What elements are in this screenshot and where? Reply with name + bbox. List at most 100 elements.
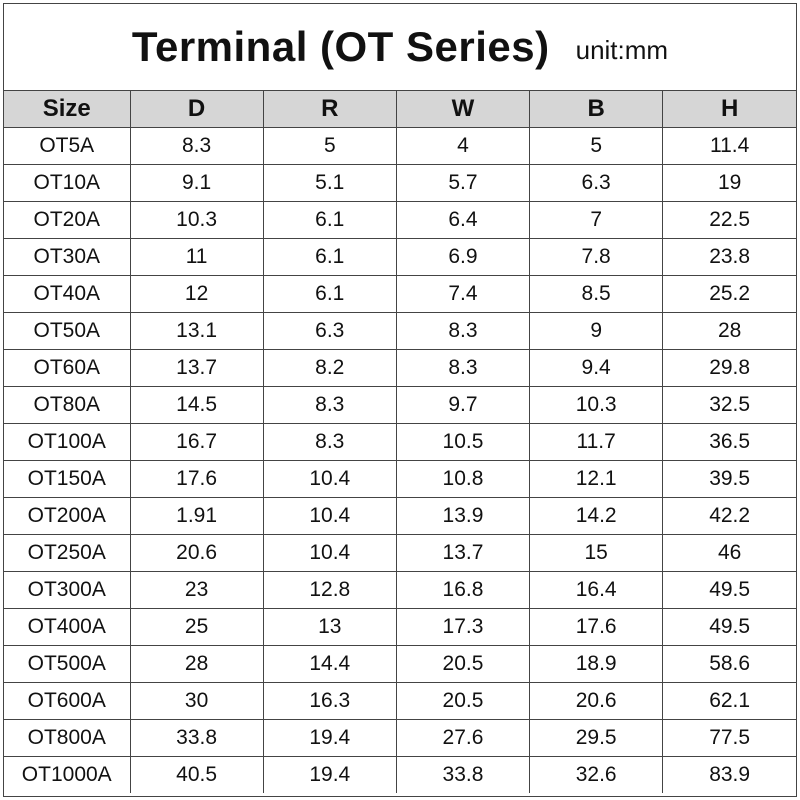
- size-cell: OT300A: [4, 571, 131, 609]
- value-cell-r: 19.4: [262, 756, 397, 793]
- value-cell-w: 6.9: [395, 238, 531, 276]
- value-cell-d: 16.7: [129, 423, 264, 461]
- value-cell-w: 17.3: [395, 608, 531, 646]
- value-cell-d: 30: [129, 682, 264, 720]
- table-row: OT5A 8.3 5 4 5 11.4: [4, 127, 796, 165]
- value-cell-w: 5.7: [395, 164, 531, 202]
- value-cell-h: 32.5: [662, 386, 796, 424]
- value-cell-r: 10.4: [262, 460, 397, 498]
- table-row: OT50A 13.1 6.3 8.3 9 28: [4, 312, 796, 350]
- value-cell-d: 13.1: [129, 312, 264, 350]
- size-cell: OT5A: [4, 127, 131, 165]
- value-cell-b: 16.4: [529, 571, 664, 609]
- value-cell-w: 8.3: [395, 312, 531, 350]
- unit-label: unit:mm: [575, 34, 669, 65]
- size-cell: OT200A: [4, 497, 131, 535]
- value-cell-d: 14.5: [129, 386, 264, 424]
- value-cell-h: 23.8: [662, 238, 796, 276]
- size-cell: OT40A: [4, 275, 131, 313]
- table-row: OT800A 33.8 19.4 27.6 29.5 77.5: [4, 719, 796, 757]
- value-cell-w: 9.7: [395, 386, 531, 424]
- value-cell-d: 1.91: [129, 497, 264, 535]
- value-cell-r: 19.4: [262, 719, 397, 757]
- value-cell-w: 7.4: [395, 275, 531, 313]
- value-cell-b: 7: [529, 201, 664, 239]
- value-cell-w: 16.8: [395, 571, 531, 609]
- value-cell-d: 25: [129, 608, 264, 646]
- value-cell-w: 27.6: [395, 719, 531, 757]
- value-cell-r: 6.1: [262, 275, 397, 313]
- title-bar: Terminal (OT Series) unit:mm: [4, 4, 796, 91]
- value-cell-h: 58.6: [662, 645, 796, 683]
- value-cell-r: 8.2: [262, 349, 397, 387]
- size-cell: OT30A: [4, 238, 131, 276]
- value-cell-b: 15: [529, 534, 664, 572]
- table-row: OT150A 17.6 10.4 10.8 12.1 39.5: [4, 460, 796, 498]
- value-cell-r: 6.1: [262, 238, 397, 276]
- value-cell-r: 16.3: [262, 682, 397, 720]
- size-cell: OT250A: [4, 534, 131, 572]
- table-row: OT40A 12 6.1 7.4 8.5 25.2: [4, 275, 796, 313]
- table-row: OT300A 23 12.8 16.8 16.4 49.5: [4, 571, 796, 609]
- column-header-r: R: [262, 91, 397, 128]
- value-cell-b: 9.4: [529, 349, 664, 387]
- value-cell-b: 11.7: [529, 423, 664, 461]
- table-row: OT600A 30 16.3 20.5 20.6 62.1: [4, 682, 796, 720]
- size-cell: OT600A: [4, 682, 131, 720]
- size-cell: OT100A: [4, 423, 131, 461]
- value-cell-h: 49.5: [662, 608, 796, 646]
- column-header-size: Size: [4, 91, 131, 128]
- table-row: OT60A 13.7 8.2 8.3 9.4 29.8: [4, 349, 796, 387]
- page-title: Terminal (OT Series): [131, 23, 550, 70]
- table-row: OT200A 1.91 10.4 13.9 14.2 42.2: [4, 497, 796, 535]
- value-cell-w: 13.9: [395, 497, 531, 535]
- value-cell-d: 23: [129, 571, 264, 609]
- column-header-b: B: [529, 91, 664, 128]
- value-cell-r: 12.8: [262, 571, 397, 609]
- value-cell-d: 33.8: [129, 719, 264, 757]
- table-row: OT30A 11 6.1 6.9 7.8 23.8: [4, 238, 796, 276]
- size-cell: OT10A: [4, 164, 131, 202]
- table-row: OT250A 20.6 10.4 13.7 15 46: [4, 534, 796, 572]
- value-cell-d: 28: [129, 645, 264, 683]
- size-cell: OT150A: [4, 460, 131, 498]
- size-cell: OT50A: [4, 312, 131, 350]
- column-header-h: H: [662, 91, 796, 128]
- size-cell: OT800A: [4, 719, 131, 757]
- value-cell-d: 10.3: [129, 201, 264, 239]
- value-cell-r: 13: [262, 608, 397, 646]
- value-cell-h: 29.8: [662, 349, 796, 387]
- value-cell-b: 9: [529, 312, 664, 350]
- value-cell-d: 11: [129, 238, 264, 276]
- value-cell-h: 46: [662, 534, 796, 572]
- value-cell-d: 13.7: [129, 349, 264, 387]
- value-cell-h: 42.2: [662, 497, 796, 535]
- value-cell-r: 6.3: [262, 312, 397, 350]
- value-cell-b: 32.6: [529, 756, 664, 793]
- size-cell: OT400A: [4, 608, 131, 646]
- value-cell-b: 20.6: [529, 682, 664, 720]
- column-header-w: W: [395, 91, 531, 128]
- value-cell-r: 10.4: [262, 497, 397, 535]
- value-cell-h: 36.5: [662, 423, 796, 461]
- value-cell-w: 10.5: [395, 423, 531, 461]
- value-cell-b: 12.1: [529, 460, 664, 498]
- value-cell-w: 20.5: [395, 645, 531, 683]
- value-cell-h: 28: [662, 312, 796, 350]
- value-cell-d: 8.3: [129, 127, 264, 165]
- value-cell-h: 25.2: [662, 275, 796, 313]
- spec-sheet: Terminal (OT Series) unit:mm Size D R W B H O…: [3, 3, 797, 797]
- value-cell-b: 6.3: [529, 164, 664, 202]
- size-cell: OT500A: [4, 645, 131, 683]
- value-cell-w: 8.3: [395, 349, 531, 387]
- size-cell: OT1000A: [4, 756, 131, 793]
- value-cell-h: 62.1: [662, 682, 796, 720]
- value-cell-b: 10.3: [529, 386, 664, 424]
- value-cell-r: 6.1: [262, 201, 397, 239]
- value-cell-d: 9.1: [129, 164, 264, 202]
- value-cell-b: 17.6: [529, 608, 664, 646]
- table-row: OT20A 10.3 6.1 6.4 7 22.5: [4, 201, 796, 239]
- value-cell-r: 14.4: [262, 645, 397, 683]
- table-row: OT500A 28 14.4 20.5 18.9 58.6: [4, 645, 796, 683]
- value-cell-b: 8.5: [529, 275, 664, 313]
